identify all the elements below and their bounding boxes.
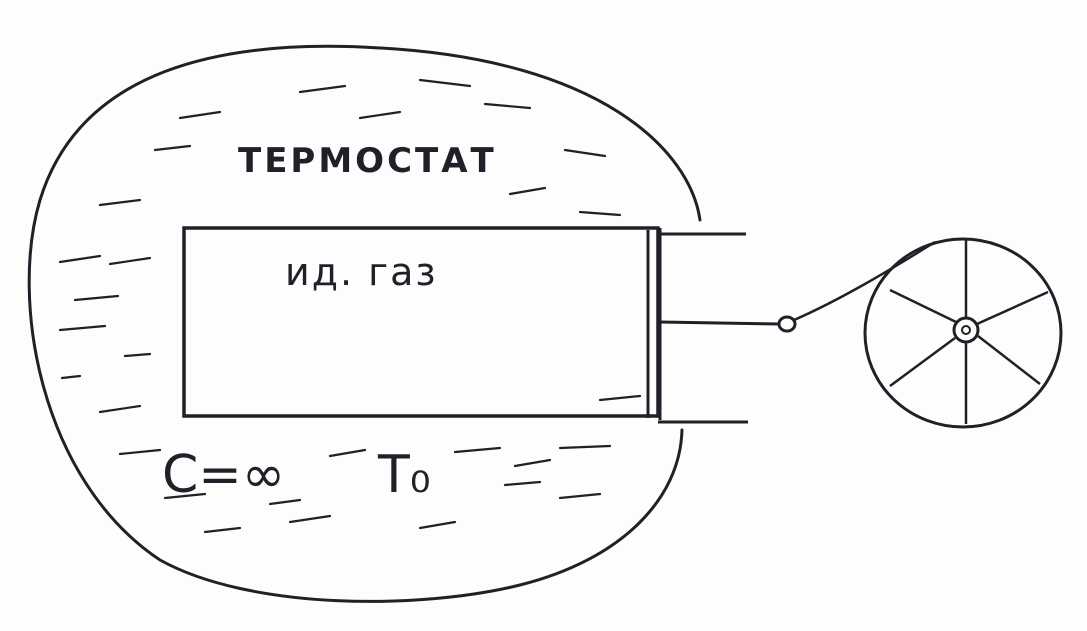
- rod-joint: [777, 315, 797, 333]
- thermostat-outline: [27, 44, 702, 603]
- string: [793, 240, 936, 322]
- flywheel-rim: [863, 237, 1063, 429]
- heat-capacity-label: C=∞: [162, 445, 285, 505]
- thermostat-label: ТЕРМОСТАТ: [238, 141, 497, 181]
- gas-label: ид. газ: [285, 250, 438, 294]
- gas-cylinder: [182, 226, 660, 418]
- flywheel: [863, 237, 1063, 429]
- bath-hatching: [58, 78, 642, 534]
- temperature-label: T₀: [377, 445, 431, 505]
- flywheel-hub: [952, 316, 980, 344]
- flywheel-spokes: [889, 240, 1049, 424]
- flywheel-axle: [961, 325, 971, 335]
- piston-rod: [659, 320, 781, 326]
